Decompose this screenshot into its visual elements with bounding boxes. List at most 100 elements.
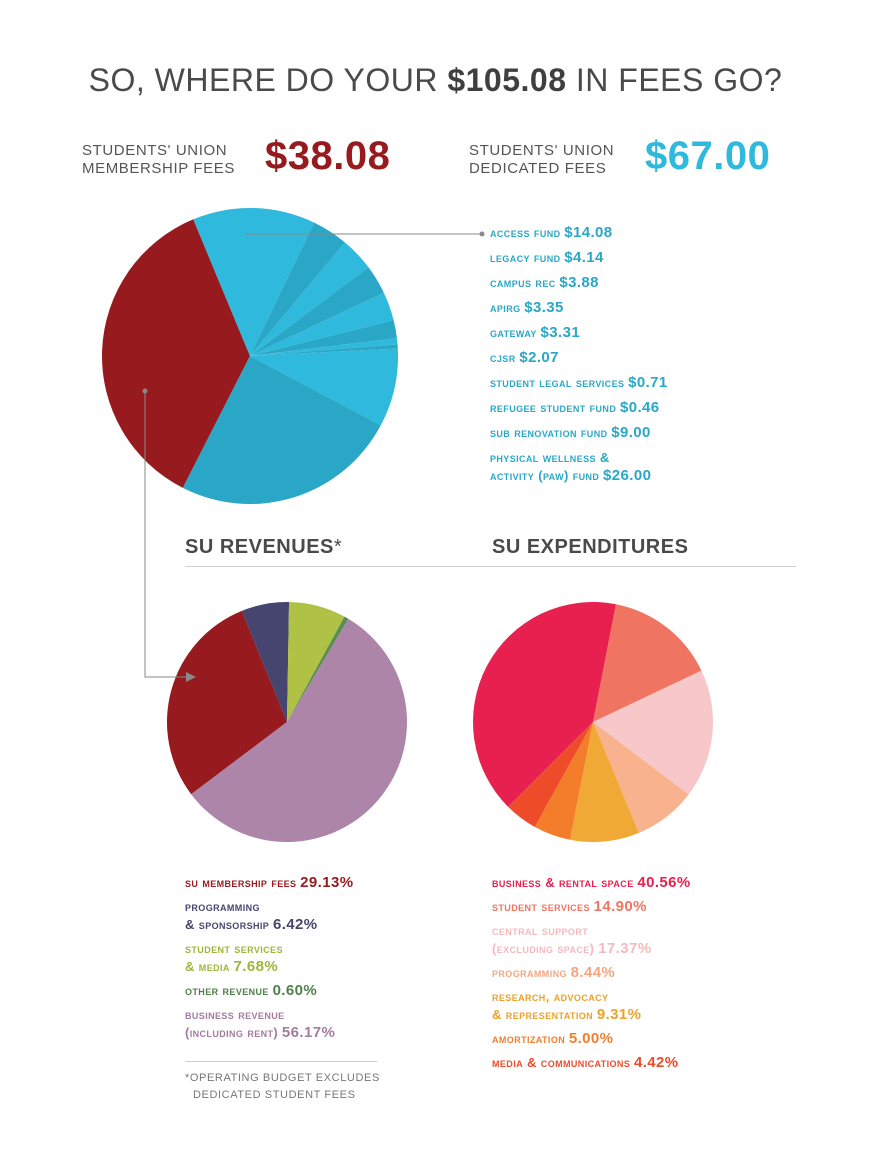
revenues-title-text: SU REVENUES (185, 536, 334, 558)
connector-lines (142, 231, 485, 682)
fees-legend-value: $26.00 (603, 467, 652, 484)
fees-legend-value: $14.08 (564, 224, 613, 241)
fees-legend-label: sub renovation fund (490, 425, 608, 440)
expenditures-pie-slice-3 (569, 722, 639, 843)
fees-legend-item: refugee student fund $0.46 (490, 399, 668, 417)
expenditures-legend-label: programming (492, 965, 567, 980)
expenditures-legend-value: 5.00% (568, 1030, 614, 1047)
fees-legend-value: $4.14 (564, 249, 604, 266)
expenditures-pie-slice-1 (593, 670, 714, 795)
fees-pie-slice-5 (250, 292, 394, 356)
fees-legend-value: $0.46 (619, 399, 660, 416)
dedicated-fees-amount: $67.00 (645, 134, 771, 178)
membership-connector-dot (142, 388, 148, 394)
expenditures-legend-label: student services (492, 899, 590, 914)
footnote-line1: *OPERATING BUDGET EXCLUDES (185, 1072, 380, 1084)
fees-pie-slice-7 (250, 338, 398, 356)
revenues-legend-label: student services (185, 941, 283, 956)
expenditures-pie-slice-5 (508, 722, 593, 827)
fees-pie-slice-8 (250, 344, 398, 356)
expenditures-legend-item: programming 8.44% (492, 964, 691, 982)
revenues-legend-value: 56.17% (281, 1024, 336, 1041)
fees-legend-label: campus rec (490, 275, 556, 290)
revenues-legend-item: student services & media 7.68% (185, 940, 353, 976)
membership-fees-label: STUDENTS' UNION MEMBERSHIP FEES (82, 142, 235, 178)
expenditures-title: SU EXPENDITURES (492, 536, 689, 558)
fees-pie-slice-6 (250, 320, 397, 356)
title-pre: SO, WHERE DO YOUR (88, 62, 448, 98)
expenditures-legend-label: research, advocacy (492, 989, 609, 1004)
fees-legend-value: $9.00 (611, 424, 651, 441)
revenues-legend-value: 7.68% (233, 958, 279, 975)
revenues-pie-slice-2 (287, 602, 345, 722)
revenues-legend-label-2: (including rent) (185, 1025, 279, 1040)
revenues-pie-slice-4 (191, 618, 407, 842)
revenues-pie-slice-3 (287, 616, 349, 722)
expenditures-legend-label: media & communications (492, 1055, 631, 1070)
fees-legend-item: student legal services $0.71 (490, 374, 668, 392)
revenues-legend-label-2: & sponsorship (185, 917, 270, 932)
title-amount: $105.08 (447, 62, 567, 98)
fees-pie-slice-9 (250, 348, 399, 426)
fees-pie-slice-1 (193, 207, 315, 356)
expenditures-legend-value: 40.56% (637, 874, 691, 891)
footnote-divider (185, 1061, 377, 1062)
expenditures-pie-slice-0 (593, 604, 702, 722)
fees-legend-item: cjsr $2.07 (490, 349, 668, 367)
revenues-legend-label: other revenue (185, 983, 269, 998)
fees-legend-label: cjsr (490, 350, 516, 365)
revenues-legend-value: 0.60% (272, 982, 318, 999)
revenues-pie-chart (166, 602, 407, 842)
expenditures-legend-item: media & communications 4.42% (492, 1054, 691, 1072)
revenues-legend-label-2: & media (185, 959, 230, 974)
revenues-legend-item: su membership fees 29.13% (185, 874, 353, 892)
expenditures-legend-label: business & rental space (492, 875, 634, 890)
membership-connector (144, 391, 188, 678)
expenditures-pie-chart (472, 601, 714, 843)
expenditures-legend-label-2: & representation (492, 1007, 594, 1022)
revenues-legend-value: 29.13% (300, 874, 354, 891)
access-fund-connector-dot (479, 231, 485, 237)
section-divider (185, 566, 796, 567)
revenues-pie-slice-1 (241, 602, 290, 722)
expenditures-legend-value: 14.90% (593, 898, 647, 915)
fees-legend-item: legacy fund $4.14 (490, 249, 668, 267)
membership-label-line2: MEMBERSHIP FEES (82, 160, 235, 177)
fees-pie-slice-0 (101, 219, 251, 488)
revenues-title: SU REVENUES* (185, 536, 342, 559)
expenditures-legend-value: 9.31% (596, 1006, 642, 1023)
expenditures-pie-slice-6 (472, 601, 616, 807)
fees-legend-item: physical wellness & activity (paw) fund $… (490, 449, 668, 485)
fees-legend-value: $3.31 (540, 324, 581, 341)
title-post: IN FEES GO? (566, 62, 783, 98)
membership-connector-arrow (186, 672, 196, 682)
expenditures-pie-slice-4 (534, 722, 593, 840)
expenditures-legend-item: central support (excluding space) 17.37% (492, 922, 691, 958)
revenues-legend: su membership fees 29.13% programming & sp… (185, 874, 353, 1048)
fees-legend-label: student legal services (490, 375, 625, 390)
expenditures-legend: business & rental space 40.56% student se… (492, 874, 691, 1078)
fees-legend-value: $0.71 (628, 374, 668, 391)
expenditures-legend-item: research, advocacy & representation 9.31% (492, 988, 691, 1024)
footnote: *OPERATING BUDGET EXCLUDES DEDICATED STU… (185, 1070, 380, 1104)
expenditures-legend-value: 17.37% (598, 940, 652, 957)
dedicated-label-line1: STUDENTS' UNION (469, 142, 615, 159)
revenues-title-star: * (333, 536, 343, 558)
fees-legend-item: apirg $3.35 (490, 299, 668, 317)
fees-pie-slice-3 (250, 242, 369, 356)
expenditures-legend-value: 8.44% (570, 964, 616, 981)
revenues-legend-item: business revenue (including rent) 56.17% (185, 1006, 353, 1042)
expenditures-pie-slice-2 (593, 722, 689, 833)
fees-legend-label-2: activity (paw) fund (490, 468, 600, 483)
fees-legend-item: gateway $3.31 (490, 324, 668, 342)
membership-label-line1: STUDENTS' UNION (82, 142, 228, 159)
fees-legend-label: physical wellness & (490, 450, 610, 465)
fees-legend-item: sub renovation fund $9.00 (490, 424, 668, 442)
membership-fees-amount: $38.08 (265, 134, 391, 178)
fees-pie-slice-10 (182, 356, 381, 505)
fees-pie-slice-2 (250, 222, 345, 356)
fees-legend-item: campus rec $3.88 (490, 274, 668, 292)
revenues-legend-label: business revenue (185, 1007, 285, 1022)
dedicated-fees-legend: access fund $14.08 legacy fund $4.14 campu… (490, 224, 668, 492)
